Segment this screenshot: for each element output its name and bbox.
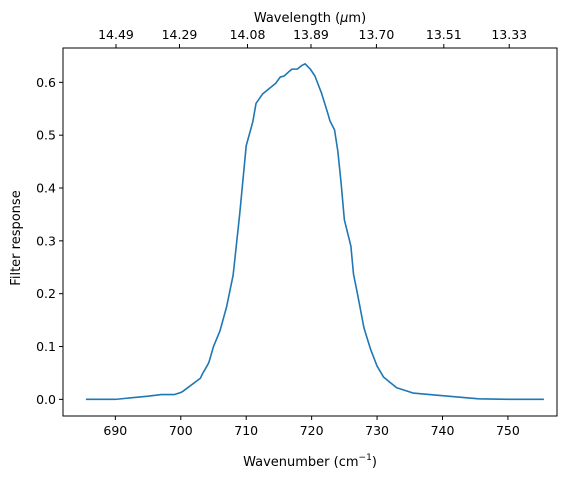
y-tick-label: 0.6 [36,75,56,90]
top-tick-label: 14.49 [98,27,134,42]
filter-response-line [85,63,544,401]
x-axis-title: Wavenumber (cm−1) [243,453,377,470]
top-tick-label: 13.70 [359,27,395,42]
y-tick-label: 0.1 [36,339,56,354]
x-axis-title-close: ) [372,455,377,470]
plot-area [62,47,558,417]
y-tick-label: 0.0 [36,392,56,407]
top-tick-label: 13.89 [293,27,329,42]
y-tick-label: 0.5 [36,128,56,143]
top-tick-label: 14.29 [162,27,198,42]
x-tick-label: 730 [365,423,389,438]
top-axis-title: Wavelength (μm) [254,11,366,26]
top-tick-label: 13.51 [426,27,462,42]
x-tick-label: 720 [300,423,324,438]
top-axis-title-mu: μ [339,11,348,26]
y-axis-title: Filter response [9,190,24,285]
x-tick-label: 710 [234,423,258,438]
top-tick-label: 14.08 [230,27,266,42]
y-tick-label: 0.2 [36,286,56,301]
y-tick-label: 0.3 [36,233,56,248]
y-tick-label: 0.4 [36,181,56,196]
ticks-layer: 690 700 710 720 730 740 750 0.0 0.1 0.2 0.3 0.4 0.5 0… [36,27,527,438]
top-axis-title-unit: m) [348,11,366,26]
x-axis-title-exponent: −1 [359,453,372,463]
x-tick-label: 690 [103,423,127,438]
x-tick-label: 750 [496,423,520,438]
x-tick-label: 700 [169,423,193,438]
top-tick-label: 13.33 [491,27,527,42]
x-tick-label: 740 [431,423,455,438]
